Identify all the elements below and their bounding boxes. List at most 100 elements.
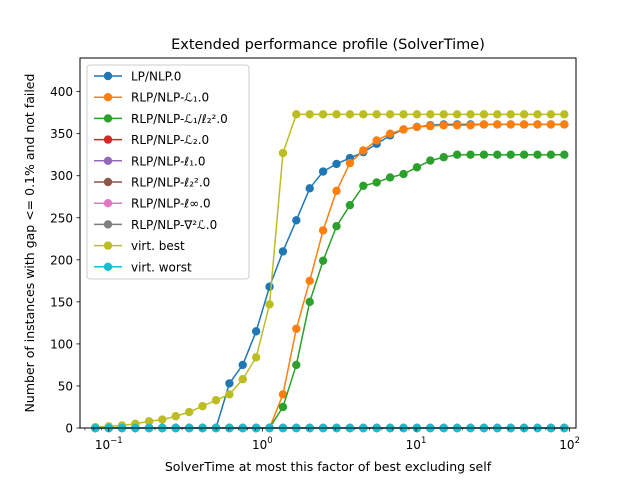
data-point bbox=[198, 401, 207, 411]
y-tick-label: 250 bbox=[50, 211, 73, 225]
data-point bbox=[345, 110, 355, 119]
data-point bbox=[238, 360, 247, 370]
data-point bbox=[345, 200, 355, 210]
data-point bbox=[426, 110, 435, 119]
legend-marker bbox=[103, 241, 113, 250]
data-point bbox=[372, 110, 381, 119]
data-point bbox=[372, 178, 381, 187]
data-point bbox=[560, 150, 569, 159]
data-point bbox=[385, 110, 395, 119]
legend-marker bbox=[103, 177, 113, 187]
axes-frame bbox=[79, 57, 577, 429]
data-point bbox=[560, 120, 569, 129]
data-point bbox=[278, 247, 288, 256]
data-point bbox=[560, 110, 569, 119]
legend-marker bbox=[103, 135, 113, 144]
data-point bbox=[332, 221, 341, 231]
legend-entry: RLP/NLP-ℒ₁/ℓ₂².0 bbox=[94, 112, 228, 126]
legend-label: virt. best bbox=[131, 239, 185, 253]
data-point bbox=[265, 300, 274, 309]
x-tick-label: 10−1 bbox=[95, 436, 123, 452]
data-point bbox=[292, 360, 301, 370]
legend-label: RLP/NLP-∇²ℒ.0 bbox=[131, 218, 217, 232]
legend-marker bbox=[103, 199, 113, 208]
data-point bbox=[305, 110, 314, 119]
data-point bbox=[412, 122, 422, 132]
data-point bbox=[318, 167, 328, 176]
data-point bbox=[452, 110, 462, 119]
data-point bbox=[318, 256, 328, 265]
x-axis-label: SolverTime at most this factor of best e… bbox=[165, 459, 492, 474]
data-point bbox=[332, 159, 341, 169]
data-point bbox=[292, 324, 301, 333]
data-point bbox=[439, 110, 448, 119]
legend-label: RLP/NLP-ℒ₁.0 bbox=[131, 91, 209, 105]
data-point bbox=[211, 396, 221, 405]
data-point bbox=[519, 150, 529, 159]
chart-title: Extended performance profile (SolverTime… bbox=[171, 37, 485, 53]
data-point bbox=[278, 390, 288, 399]
data-point bbox=[519, 110, 529, 119]
data-point bbox=[399, 110, 408, 119]
y-tick-label: 400 bbox=[50, 85, 73, 99]
data-point bbox=[546, 110, 556, 119]
legend-entry: RLP/NLP-ℓ₁.0 bbox=[94, 154, 205, 168]
data-point bbox=[158, 415, 167, 424]
x-tick-label: 102 bbox=[559, 436, 580, 452]
data-point bbox=[546, 150, 556, 159]
series-8 bbox=[91, 110, 569, 432]
legend-entry: LP/NLP.0 bbox=[94, 70, 181, 84]
legend-label: RLP/NLP-ℓ₂².0 bbox=[131, 176, 210, 190]
y-axis: 0 50 100 150 200 250 300 350 400 bbox=[50, 85, 80, 436]
data-point bbox=[251, 353, 261, 362]
data-point bbox=[479, 110, 489, 119]
data-point bbox=[533, 150, 542, 159]
data-point bbox=[251, 327, 261, 336]
data-point bbox=[412, 110, 422, 119]
data-point bbox=[426, 121, 435, 131]
data-point bbox=[385, 129, 395, 138]
data-point bbox=[305, 276, 314, 286]
data-point bbox=[479, 120, 489, 129]
legend-entry: RLP/NLP-ℒ₁.0 bbox=[94, 91, 209, 105]
data-point bbox=[359, 146, 368, 155]
data-point bbox=[439, 121, 448, 130]
y-tick-label: 0 bbox=[65, 422, 73, 436]
data-point bbox=[225, 390, 234, 399]
data-point bbox=[506, 150, 515, 159]
legend-marker bbox=[103, 156, 113, 165]
data-point bbox=[318, 110, 328, 119]
legend-label: virt. worst bbox=[131, 260, 192, 274]
legend-label: RLP/NLP-ℓ∞.0 bbox=[131, 197, 211, 211]
data-point bbox=[238, 375, 247, 384]
x-tick-label: 100 bbox=[252, 436, 273, 452]
data-point bbox=[493, 110, 502, 119]
y-tick-label: 100 bbox=[50, 337, 73, 351]
data-point bbox=[399, 125, 408, 134]
legend-marker bbox=[103, 114, 113, 123]
data-point bbox=[452, 150, 462, 159]
data-point bbox=[144, 417, 154, 426]
legend-entry: RLP/NLP-ℓ₂².0 bbox=[94, 176, 210, 190]
data-point bbox=[171, 412, 180, 421]
y-tick-label: 50 bbox=[58, 379, 73, 393]
legend-entry: RLP/NLP-ℓ∞.0 bbox=[94, 197, 211, 211]
data-point bbox=[185, 407, 194, 417]
y-axis-label: Number of instances with gap <= 0.1% and… bbox=[22, 74, 37, 413]
data-point bbox=[439, 153, 448, 162]
data-point bbox=[345, 158, 355, 168]
legend-entry: virt. best bbox=[94, 239, 185, 253]
data-point bbox=[292, 216, 301, 225]
data-point bbox=[466, 110, 475, 119]
data-point bbox=[412, 163, 422, 172]
legend-marker bbox=[103, 262, 113, 271]
data-point bbox=[533, 110, 542, 119]
data-point bbox=[305, 297, 314, 307]
data-point bbox=[359, 110, 368, 119]
data-point bbox=[493, 120, 502, 129]
x-tick-label: 101 bbox=[406, 436, 427, 452]
legend-label: RLP/NLP-ℓ₁.0 bbox=[131, 154, 205, 168]
data-point bbox=[265, 282, 274, 291]
data-point bbox=[318, 226, 328, 235]
y-tick-label: 300 bbox=[50, 169, 73, 183]
